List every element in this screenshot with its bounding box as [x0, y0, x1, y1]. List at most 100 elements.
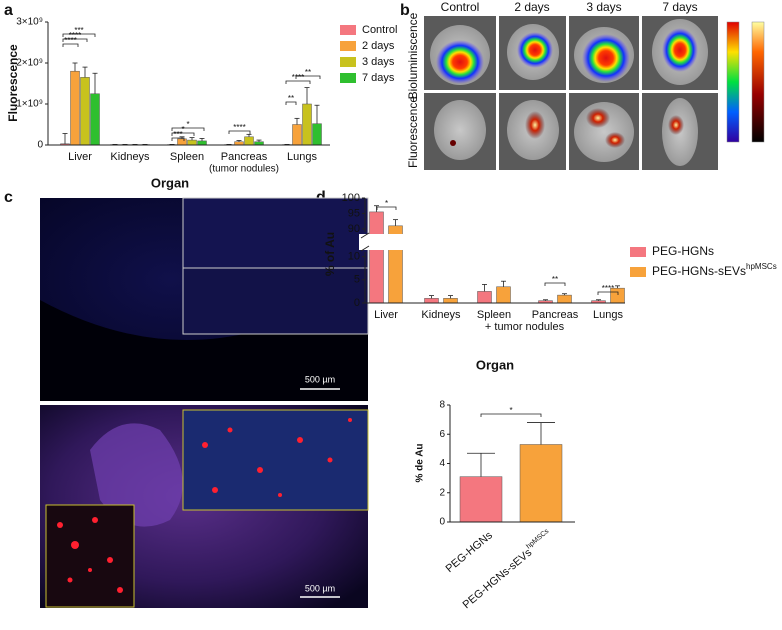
legend-swatch [340, 57, 356, 67]
x-tick-label: Kidneys [110, 151, 150, 163]
x-tick-note: (tumor nodules) [209, 164, 279, 175]
bar [292, 124, 302, 146]
legend-swatch [340, 25, 356, 35]
significance-bracket [171, 132, 195, 136]
y-tick-label: 95 [348, 207, 360, 219]
panel-label: c [4, 189, 13, 206]
x-tick-label: Spleen [477, 309, 511, 321]
significance-bracket [285, 101, 297, 105]
column-label: 2 days [514, 0, 549, 14]
bar [244, 136, 254, 146]
bar [424, 298, 439, 304]
y-tick-label: 100 [342, 192, 360, 204]
bar [197, 140, 207, 146]
significance-bracket [228, 130, 251, 134]
legend-swatch [340, 41, 356, 51]
significance-label: ** [288, 94, 294, 103]
x-tick-label: Spleen [170, 151, 204, 163]
significance-bracket [62, 43, 79, 47]
legend-label: 2 days [362, 40, 395, 52]
y-tick-label: 3×10⁹ [16, 17, 43, 28]
column-label: Control [441, 0, 480, 14]
axis-title: % de Au [415, 443, 426, 482]
row-label: Fluorescence [406, 96, 420, 168]
bar [312, 123, 322, 146]
bar [302, 103, 312, 146]
legend-label: 3 days [362, 56, 395, 68]
microscopy [40, 197, 369, 608]
bar [459, 476, 503, 523]
significance-label: * [509, 406, 512, 415]
significance-label: **** [292, 73, 304, 82]
y-tick-label: 8 [439, 400, 445, 411]
significance-bracket [544, 282, 566, 286]
y-tick-label: 2×10⁹ [16, 58, 43, 69]
legend-swatch [630, 267, 646, 277]
significance-label: **** [602, 284, 614, 293]
legend-name: PEG-HGNs-sEVs [652, 264, 746, 278]
legend-label: 7 days [362, 72, 395, 84]
legend-swatch [340, 73, 356, 83]
category-superscript: hpMSCs [525, 527, 550, 550]
legend-name: Control [362, 24, 397, 36]
y-tick-label: 0 [354, 297, 360, 309]
legend-label: Control [362, 24, 397, 36]
bar [477, 291, 492, 304]
significance-bracket [285, 80, 311, 84]
significance-label: *** [173, 130, 182, 139]
legend-swatch [630, 247, 646, 257]
significance-label: ** [305, 68, 311, 77]
scale-bar-label: 500 µm [305, 374, 335, 384]
y-tick-label: 6 [439, 429, 445, 440]
significance-label: ** [552, 275, 558, 284]
x-tick-label: Lungs [287, 151, 317, 163]
legend-name: 3 days [362, 56, 395, 68]
y-tick-label: 0 [439, 517, 445, 528]
category-name: PEG-HGNs [444, 529, 496, 575]
bar [557, 294, 572, 304]
significance-bracket [62, 33, 96, 37]
axis-break [359, 234, 625, 250]
legend-superscript: hpMSCs [746, 262, 777, 271]
significance-bracket [480, 413, 542, 417]
x-tick-label: Liver [68, 151, 92, 163]
legend-name: 7 days [362, 72, 395, 84]
bar [369, 211, 384, 304]
x-tick-label: Pancreas [532, 309, 579, 321]
significance-label: *** [74, 26, 83, 35]
y-tick-label: 1×10⁹ [16, 99, 43, 110]
y-tick-label: 0 [37, 140, 43, 151]
bar [80, 77, 90, 146]
x-tick-label: Lungs [593, 309, 623, 321]
bar [177, 138, 187, 146]
panel-label: a [4, 2, 13, 19]
significance-label: * [385, 199, 388, 208]
x-tick-note: + tumor nodules [485, 321, 565, 333]
axis-title: Fluorescence [6, 44, 20, 122]
bar [70, 70, 80, 146]
significance-bracket [62, 38, 88, 42]
panel-label: b [400, 2, 410, 19]
significance-label: **** [69, 31, 81, 40]
break-mark [360, 245, 370, 252]
y-tick-label: 4 [439, 458, 445, 469]
significance-label: * [186, 120, 189, 129]
significance-label: * [181, 125, 184, 134]
axis-title: Organ [151, 175, 189, 190]
x-tick-label: Pancreas [221, 151, 268, 163]
scale-bar-label: 500 µm [305, 583, 335, 593]
bar [187, 139, 197, 146]
bar [90, 93, 100, 146]
axis-title: % of Au [323, 232, 337, 276]
x-tick-label: Kidneys [421, 309, 461, 321]
y-tick-label: 90 [348, 223, 360, 235]
legend-name: PEG-HGNs [652, 244, 714, 258]
y-tick-label: 10 [348, 251, 360, 263]
x-tick-label: PEG-HGNs [444, 529, 496, 575]
bar [443, 298, 458, 304]
legend-name: 2 days [362, 40, 395, 52]
imaging-grid [424, 16, 765, 170]
bar [519, 444, 563, 523]
y-tick-label: 5 [354, 274, 360, 286]
